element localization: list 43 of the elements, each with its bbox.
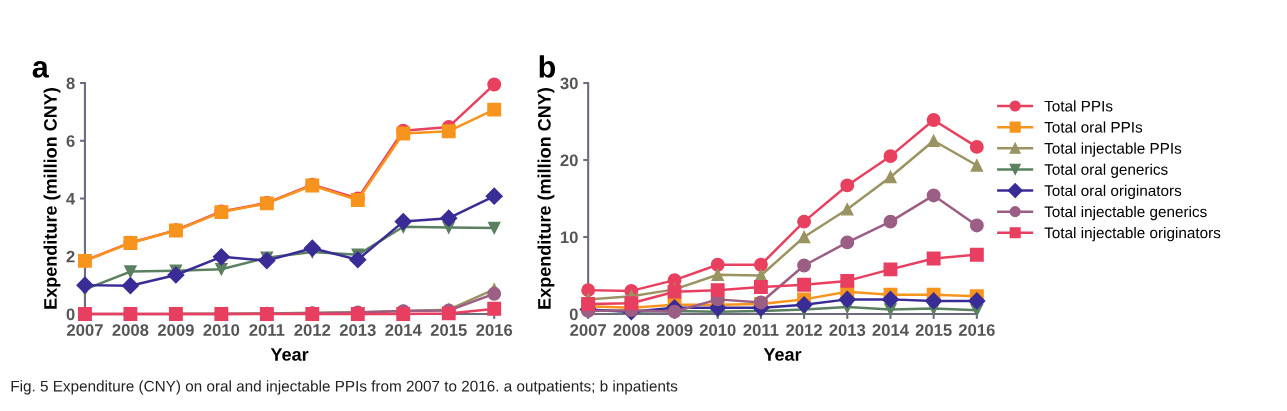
legend-label: Total oral originators (1044, 184, 1182, 200)
x-tick-label: 2012 (786, 324, 822, 336)
x-tick-label: 2016 (958, 324, 995, 336)
x-tick-label: 2009 (656, 324, 693, 336)
legend-label: Total injectable PPIs (1044, 142, 1182, 157)
legend-label: Total PPIs (1044, 100, 1113, 112)
y-tick-label: 0 (66, 308, 75, 321)
legend-label: Total oral generics (1044, 163, 1168, 178)
y-tick-label: 20 (560, 154, 578, 167)
x-tick-label: 2008 (613, 324, 650, 336)
y-axis-title: Expenditure (million CNY) (537, 88, 555, 309)
legend-label: Total injectable originators (1044, 227, 1221, 242)
x-tick-label: 2014 (385, 324, 422, 336)
legend-label: Total oral PPIs (1044, 121, 1143, 133)
y-tick-label: 0 (569, 308, 578, 321)
x-tick-label: 2008 (112, 324, 149, 336)
y-tick-label: 30 (560, 77, 578, 90)
x-tick-label: 2013 (829, 324, 866, 336)
x-tick-label: 2011 (249, 324, 285, 336)
x-tick-label: 2012 (294, 324, 331, 336)
x-tick-label: 2013 (339, 324, 376, 336)
y-tick-label: 6 (66, 135, 75, 147)
chart-title: a (32, 61, 49, 78)
x-tick-label: 2011 (743, 324, 779, 336)
y-tick-label: 2 (66, 250, 75, 263)
y-axis-title: Expenditure (million CNY) (43, 88, 61, 309)
x-tick-label: 2010 (203, 324, 240, 336)
x-axis-title: Year (270, 348, 309, 361)
x-tick-label: 2010 (699, 324, 736, 336)
y-tick-label: 4 (66, 193, 76, 205)
x-axis-title: Year (763, 348, 802, 361)
x-tick-label: 2015 (915, 324, 952, 336)
x-tick-label: 2015 (430, 324, 467, 336)
x-tick-label: 2014 (872, 324, 909, 336)
legend-label: Total injectable generics (1044, 205, 1207, 221)
chart-title: b (539, 55, 556, 78)
x-tick-label: 2016 (476, 324, 513, 336)
x-tick-label: 2009 (157, 324, 194, 336)
y-tick-label: 10 (560, 231, 578, 244)
x-tick-label: 2007 (570, 324, 606, 336)
y-tick-label: 8 (66, 77, 75, 90)
x-tick-label: 2007 (66, 324, 103, 336)
caption: Fig. 5 Expenditure (CNY) on oral and injectable PPIs from 2007 to 2016. a outpatients; b inpatients (11, 380, 678, 395)
